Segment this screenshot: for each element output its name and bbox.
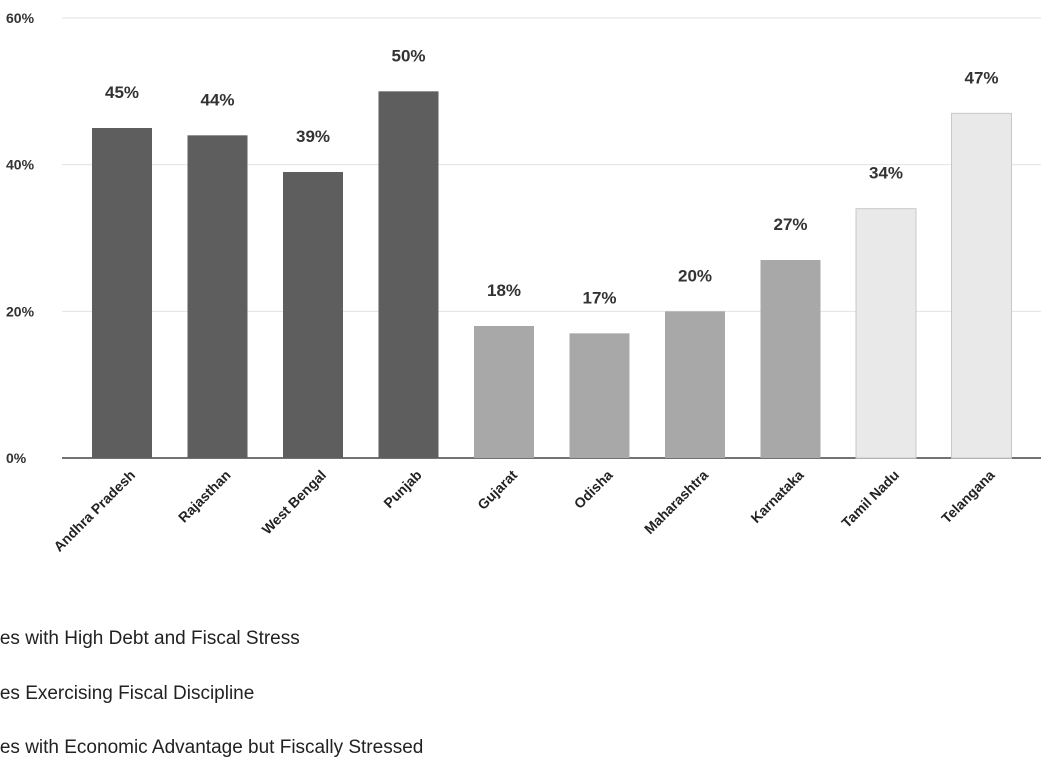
- bar: [951, 112, 1012, 459]
- legend-item-fiscal-discipline: ates Exercising Fiscal Discipline: [0, 683, 255, 704]
- category-label: Rajasthan: [175, 467, 234, 526]
- data-label: 34%: [869, 164, 903, 183]
- data-label: 20%: [678, 266, 712, 285]
- bar: [378, 91, 439, 458]
- legend-item-economic-advantage: ates with Economic Advantage but Fiscall…: [0, 737, 424, 758]
- category-label: Telangana: [938, 467, 998, 527]
- legend-item-high-debt: ates with High Debt and Fiscal Stress: [0, 628, 300, 649]
- category-label: Odisha: [571, 467, 616, 512]
- bar: [474, 326, 534, 458]
- bar: [855, 208, 917, 459]
- data-label: 50%: [391, 46, 425, 65]
- category-label: Punjab: [380, 467, 424, 511]
- data-label: 27%: [773, 215, 807, 234]
- category-label: West Bengal: [259, 467, 330, 538]
- y-tick-label: 60%: [6, 10, 35, 26]
- y-tick-label: 0%: [6, 450, 27, 466]
- bar: [187, 135, 248, 459]
- bar: [569, 333, 630, 458]
- data-label: 45%: [105, 83, 139, 102]
- bar: [283, 172, 343, 458]
- chart-svg: 0% 20% 40% 60% 45% Andhra Pradesh 44% Rajasthan…: [6, 10, 1041, 555]
- data-label: 39%: [296, 127, 330, 146]
- data-label: 44%: [200, 90, 234, 109]
- bar: [92, 128, 152, 458]
- bar: [760, 260, 821, 458]
- category-label: Karnataka: [747, 467, 806, 526]
- y-tick-label: 20%: [6, 303, 35, 319]
- category-label: Maharashtra: [641, 467, 711, 537]
- data-label: 47%: [964, 68, 998, 87]
- data-label: 17%: [582, 288, 616, 307]
- y-tick-label: 40%: [6, 157, 35, 173]
- bar: [665, 311, 725, 458]
- data-label: 18%: [487, 281, 521, 300]
- category-label: Tamil Nadu: [838, 467, 902, 531]
- category-label: Andhra Pradesh: [50, 467, 138, 555]
- category-label: Gujarat: [474, 467, 520, 513]
